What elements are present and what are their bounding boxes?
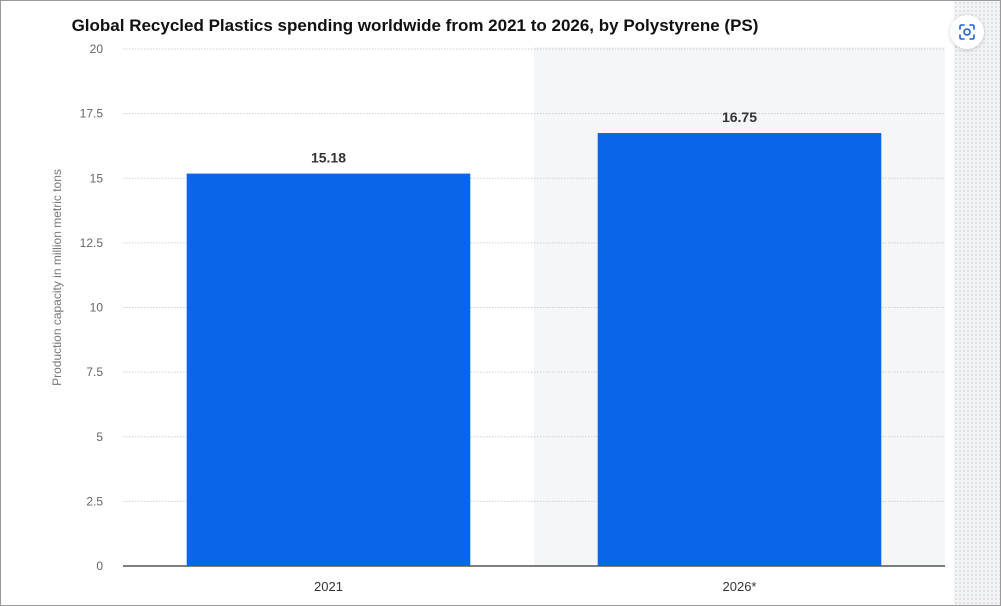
y-tick-label: 17.5 xyxy=(80,107,104,121)
data-label: 16.75 xyxy=(722,109,757,125)
y-axis-label: Production capacity in million metric to… xyxy=(50,169,64,386)
bar-2021 xyxy=(186,173,471,567)
y-tick-label: 2.5 xyxy=(86,494,103,508)
screenshot-button[interactable] xyxy=(950,15,984,49)
y-tick-label: 20 xyxy=(90,42,104,56)
y-tick-label: 10 xyxy=(90,301,104,315)
side-panel xyxy=(954,1,1000,605)
bar-2026 xyxy=(597,133,882,566)
data-label: 15.18 xyxy=(311,150,346,166)
x-tick-label: 2021 xyxy=(314,579,343,594)
x-tick-label: 2026* xyxy=(723,579,757,594)
y-tick-label: 0 xyxy=(96,559,103,573)
y-tick-label: 12.5 xyxy=(80,236,104,250)
y-tick-label: 7.5 xyxy=(86,365,103,379)
y-tick-label: 5 xyxy=(96,430,103,444)
y-tick-label: 15 xyxy=(90,171,104,185)
chart-title: Global Recycled Plastics spending worldw… xyxy=(71,16,759,35)
screenshot-focus-icon xyxy=(959,24,975,40)
